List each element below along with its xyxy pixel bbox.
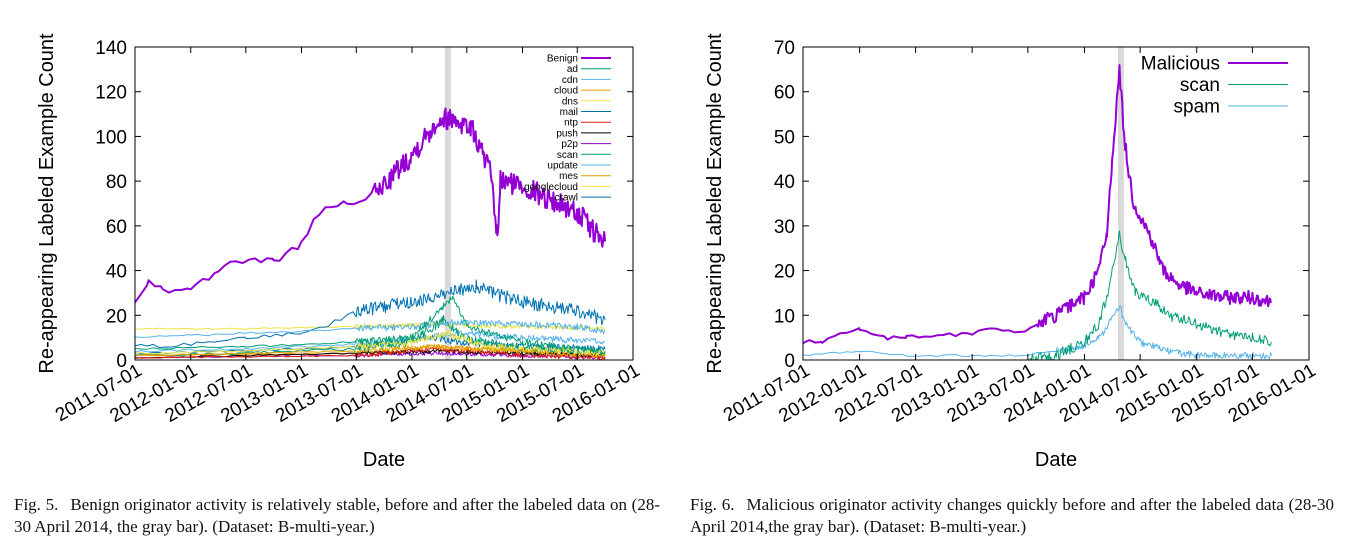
series-line-cdn [135,318,606,338]
y-tick-label: 0 [784,351,795,372]
legend-label-cdn: cdn [562,75,578,86]
legend-label-p2p: p2p [561,139,578,150]
series-line-Benign [135,107,607,304]
legend-label-Benign: Benign [547,54,578,65]
figure-6-caption-text: Malicious originator activity changes qu… [690,495,1334,536]
legend-label-mes: mes [559,171,578,182]
series-line-scan [1027,230,1272,360]
legend-label-push: push [556,128,578,139]
series-group [135,107,607,360]
legend-label-scan: scan [557,150,578,161]
y-axis-label: Re-appearing Labeled Example Count [704,33,726,374]
y-tick-label: 60 [106,217,127,238]
series-line-spam [803,305,1272,360]
labeled-data-gray-bar [444,47,451,360]
figure-5-label: Fig. 5. [14,495,59,514]
legend-label-googlecloud: googlecloud [524,182,578,193]
series-line-dns [135,330,606,357]
y-tick-label: 40 [774,172,795,193]
legend-label-spam: spam [1174,97,1220,118]
figure-6-label: Fig. 6. [690,495,735,514]
labeled-data-gray-bar [1117,47,1124,360]
y-tick-label: 40 [106,262,127,283]
legend-label-crawl: crawl [555,193,578,204]
y-tick-label: 30 [774,217,795,238]
x-axis-label: Date [363,449,405,471]
legend-label-Malicious: Malicious [1141,54,1220,75]
series-line-Malicious [803,64,1272,345]
y-axis-label: Re-appearing Labeled Example Count [36,33,58,374]
y-tick-label: 120 [95,83,127,104]
y-tick-label: 80 [106,172,127,193]
plot-frame [802,46,1310,361]
series-line-ad [135,296,606,355]
legend: Benignadcdnclouddnsmailntppushp2pscanupd… [524,54,611,204]
chart-2: 0102030405060702011-07-012012-01-012012-… [704,33,1320,471]
series-group [803,64,1272,360]
y-tick-label: 100 [95,127,127,148]
figure-5-caption: Fig. 5. Benign originator activity is rel… [14,494,660,538]
legend-label-ad: ad [567,64,578,75]
y-tick-label: 0 [116,351,127,372]
y-tick-label: 20 [774,262,795,283]
series-line-mail [135,279,606,349]
x-axis-label: Date [1035,449,1077,471]
y-tick-label: 140 [95,38,127,59]
y-tick-label: 20 [106,306,127,327]
legend-label-cloud: cloud [554,86,578,97]
y-tick-label: 70 [774,38,795,59]
chart-1: 0204060801001201402011-07-012012-01-0120… [36,33,644,471]
legend-label-mail: mail [560,107,578,118]
plot-frame [134,46,634,361]
y-tick-label: 10 [774,306,795,327]
legend-label-ntp: ntp [564,118,578,129]
legend-label-update: update [547,161,578,172]
y-tick-label: 60 [774,83,795,104]
legend-label-scan: scan [1180,75,1220,96]
y-tick-label: 50 [774,127,795,148]
series-line-cloud [135,344,606,359]
legend-label-dns: dns [562,96,578,107]
figure-6-caption: Fig. 6. Malicious originator activity cha… [690,494,1334,538]
figure-5-caption-text: Benign originator activity is relatively… [14,495,660,536]
